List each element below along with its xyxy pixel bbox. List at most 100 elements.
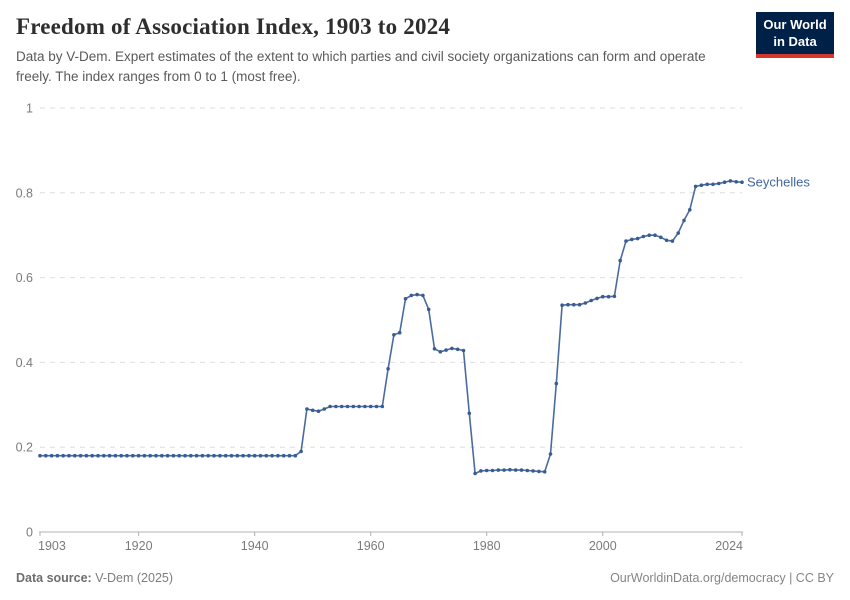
series-point[interactable] xyxy=(299,449,303,454)
series-point[interactable] xyxy=(566,302,570,307)
series-label-seychelles[interactable]: Seychelles xyxy=(747,175,810,190)
series-point[interactable] xyxy=(386,367,390,371)
series-point[interactable] xyxy=(734,180,738,184)
series-point[interactable] xyxy=(531,469,535,473)
series-point[interactable] xyxy=(322,407,327,411)
series-point[interactable] xyxy=(426,307,431,312)
series-point[interactable] xyxy=(403,297,408,301)
series-point[interactable] xyxy=(601,294,605,299)
series-point[interactable] xyxy=(73,453,77,458)
series-point[interactable] xyxy=(450,346,454,351)
series-point[interactable] xyxy=(502,468,506,472)
series-point[interactable] xyxy=(305,407,309,411)
series-point[interactable] xyxy=(293,453,298,458)
series-point[interactable] xyxy=(635,236,640,241)
series-point[interactable] xyxy=(339,404,344,409)
series-point[interactable] xyxy=(247,453,251,458)
series-point[interactable] xyxy=(368,404,373,409)
series-point[interactable] xyxy=(711,182,715,187)
series-point[interactable] xyxy=(537,469,541,474)
series-point[interactable] xyxy=(513,468,518,472)
series-point[interactable] xyxy=(171,453,176,458)
series-point[interactable] xyxy=(525,468,530,473)
series-point[interactable] xyxy=(374,404,379,409)
series-point[interactable] xyxy=(107,453,112,458)
series-point[interactable] xyxy=(519,468,524,472)
series-point[interactable] xyxy=(49,453,54,458)
footer-link[interactable]: OurWorldinData.org/democracy | CC BY xyxy=(610,571,834,585)
series-point[interactable] xyxy=(461,348,466,353)
series-point[interactable] xyxy=(548,452,553,456)
series-point[interactable] xyxy=(136,453,141,458)
series-point[interactable] xyxy=(589,298,593,303)
series-point[interactable] xyxy=(61,453,65,458)
series-point[interactable] xyxy=(345,404,350,409)
series-point[interactable] xyxy=(206,453,210,458)
series-point[interactable] xyxy=(630,237,634,242)
series-point[interactable] xyxy=(740,180,744,184)
series-point[interactable] xyxy=(287,453,292,458)
series-point[interactable] xyxy=(606,294,611,299)
series-point[interactable] xyxy=(595,296,599,301)
series-point[interactable] xyxy=(78,453,83,458)
series-point[interactable] xyxy=(705,182,709,187)
series-point[interactable] xyxy=(38,453,42,458)
series-point[interactable] xyxy=(490,468,495,473)
series-point[interactable] xyxy=(641,234,646,239)
series-point[interactable] xyxy=(334,404,338,409)
series-point[interactable] xyxy=(165,453,170,458)
series-point[interactable] xyxy=(142,453,147,458)
series-point[interactable] xyxy=(717,181,721,186)
series-point[interactable] xyxy=(612,294,617,299)
series-point[interactable] xyxy=(508,467,512,472)
series-point[interactable] xyxy=(438,350,443,354)
series-point[interactable] xyxy=(84,453,89,458)
series-point[interactable] xyxy=(223,453,228,458)
series-point[interactable] xyxy=(270,453,274,458)
series-point[interactable] xyxy=(583,301,588,305)
series-point[interactable] xyxy=(183,453,187,458)
series-point[interactable] xyxy=(659,235,663,240)
series-point[interactable] xyxy=(554,381,559,386)
series-point[interactable] xyxy=(67,453,71,458)
series-point[interactable] xyxy=(189,453,193,458)
series-point[interactable] xyxy=(728,179,733,183)
series-point[interactable] xyxy=(444,348,448,352)
series-point[interactable] xyxy=(96,453,100,458)
series-point[interactable] xyxy=(415,292,419,297)
series-point[interactable] xyxy=(682,218,686,223)
series-point[interactable] xyxy=(664,238,669,243)
series-point[interactable] xyxy=(252,453,257,458)
series-point[interactable] xyxy=(392,333,396,337)
series-point[interactable] xyxy=(194,453,199,458)
series-point[interactable] xyxy=(316,409,321,414)
series-point[interactable] xyxy=(113,453,118,458)
series-point[interactable] xyxy=(473,471,477,476)
series-point[interactable] xyxy=(154,453,158,458)
series-point[interactable] xyxy=(328,404,332,409)
series-point[interactable] xyxy=(624,239,628,243)
series-point[interactable] xyxy=(218,453,222,458)
series-point[interactable] xyxy=(618,258,622,263)
series-point[interactable] xyxy=(397,330,402,335)
series-point[interactable] xyxy=(212,453,216,458)
series-point[interactable] xyxy=(542,470,547,474)
series-point[interactable] xyxy=(432,347,437,351)
series-point[interactable] xyxy=(281,453,286,458)
series-point[interactable] xyxy=(200,453,205,458)
series-point[interactable] xyxy=(102,453,106,458)
series-point[interactable] xyxy=(421,293,425,298)
series-point[interactable] xyxy=(479,469,483,473)
series-point[interactable] xyxy=(467,411,472,416)
series-point[interactable] xyxy=(653,233,657,237)
owid-logo[interactable]: Our World in Data xyxy=(756,12,834,58)
series-point[interactable] xyxy=(484,468,489,473)
series-point[interactable] xyxy=(276,453,280,458)
series-point[interactable] xyxy=(363,404,367,409)
series-point[interactable] xyxy=(676,231,680,235)
series-point[interactable] xyxy=(125,453,129,458)
series-point[interactable] xyxy=(409,293,414,298)
series-point[interactable] xyxy=(235,453,240,458)
series-point[interactable] xyxy=(699,183,704,187)
